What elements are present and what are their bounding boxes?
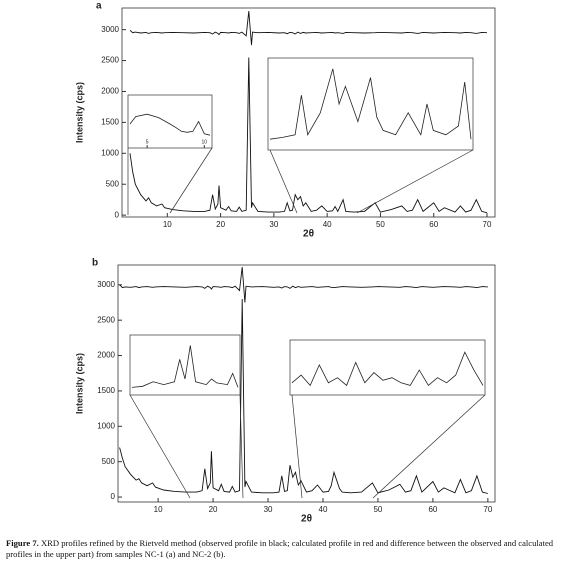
profile-line (119, 298, 489, 494)
panel-label: a (96, 1, 102, 12)
x-tick-label: 10 (163, 220, 172, 229)
y-tick-label: 1000 (101, 148, 119, 157)
x-tick-label: 70 (483, 505, 492, 514)
profile-line (119, 267, 488, 303)
inset-connector (356, 149, 474, 214)
x-axis-label: 2θ (303, 229, 314, 240)
y-tick-label: 2500 (101, 56, 119, 65)
x-tick-label: 50 (376, 220, 385, 229)
plot-frame (121, 7, 496, 218)
panel-label: b (92, 258, 98, 269)
x-tick-label: 20 (216, 220, 225, 229)
y-tick-label: 0 (111, 492, 116, 501)
y-tick-label: 1500 (101, 118, 119, 127)
x-tick-label: 60 (429, 220, 438, 229)
x-tick-label: 20 (209, 505, 218, 514)
y-tick-label: 2000 (101, 87, 119, 96)
caption: Figure 7. XRD profiles refined by the Ri… (6, 538, 569, 560)
y-tick-label: 2000 (97, 351, 115, 360)
profile-line (129, 57, 488, 214)
y-tick-label: 1500 (97, 386, 115, 395)
inset-frame (127, 94, 213, 149)
x-tick-label: 10 (154, 505, 163, 514)
caption-label: Figure 7. (6, 538, 39, 548)
y-tick-label: 500 (102, 457, 116, 466)
inset-connector (169, 147, 213, 214)
x-tick-label: 40 (323, 220, 332, 229)
plot-frame (117, 264, 496, 503)
x-tick-label: 70 (483, 220, 492, 229)
x-tick-label: 30 (269, 220, 278, 229)
inset-connector (291, 394, 303, 499)
profile-line (129, 11, 488, 46)
y-tick-label: 0 (115, 210, 120, 219)
y-axis-label: Intensity (cps) (74, 82, 84, 143)
inset-line (131, 345, 239, 388)
y-tick-label: 3000 (101, 25, 119, 34)
inset-frame (289, 339, 486, 396)
inset-connector (372, 394, 486, 499)
x-tick-label: 30 (264, 505, 273, 514)
y-tick-label: 500 (106, 179, 120, 188)
x-tick-label: 40 (319, 505, 328, 514)
x-axis-label: 2θ (301, 514, 312, 525)
x-tick-label: 50 (373, 505, 382, 514)
inset-tick-label: 5 (146, 139, 149, 145)
y-tick-label: 3000 (97, 280, 115, 289)
caption-text: XRD profiles refined by the Rietveld met… (6, 538, 554, 559)
inset-frame (267, 57, 474, 151)
x-tick-label: 60 (428, 505, 437, 514)
y-tick-label: 2500 (97, 315, 115, 324)
inset-line (291, 351, 484, 387)
inset-line (129, 113, 211, 136)
y-tick-label: 1000 (97, 421, 115, 430)
inset-connector (129, 394, 191, 499)
inset-frame (129, 334, 241, 396)
inset-line (269, 68, 472, 140)
inset-connector (269, 149, 298, 214)
inset-tick-label: 10 (202, 139, 208, 145)
inset-connector (239, 394, 244, 499)
y-axis-label: Intensity (cps) (74, 353, 84, 414)
